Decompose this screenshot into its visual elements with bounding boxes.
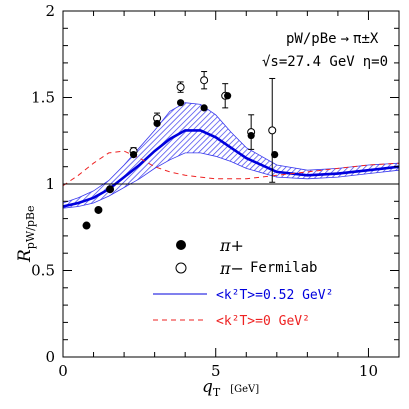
point-pi-plus [94,206,103,214]
point-pi-plus [129,150,138,159]
data-points [82,71,279,230]
curve-kt0 [63,150,399,187]
point-pi-plus [247,131,255,140]
process-annotation: pW/pBe → π±X √s=27.4 GeV η=0 [262,31,388,70]
x-tick-label: 5 [211,362,221,380]
y-tick-label: 1.5 [31,89,55,107]
legend: π+ π− Fermilab <k²T>=0.52 GeV² <k²T>=0 G… [153,236,333,329]
curve-kt052 [63,129,399,208]
point-pi-plus [271,150,279,159]
x-axis-label: qT [GeV] [202,377,259,399]
point-pi-minus [176,83,185,92]
legend-marker-pi-minus [175,262,187,274]
theory-curves [63,129,399,208]
x-tick-label: 10 [359,362,378,380]
y-axis-label: RpW/pBe [15,205,37,263]
legend-source: Fermilab [250,260,317,276]
legend-label-blue: <k²T>=0.52 GeV² [216,288,333,303]
svg-text:pW/pBe→π±X: pW/pBe → π±X [286,31,379,47]
point-pi-plus [82,221,91,230]
point-pi-plus [177,99,185,107]
y-tick-label: 0.5 [31,262,55,280]
y-tick-label: 1 [45,175,55,193]
point-pi-plus [224,92,232,100]
y-tick-label: 2 [45,2,55,20]
legend-label-pi-minus: π− [219,259,244,278]
point-pi-plus [106,185,114,193]
legend-marker-pi-plus [176,240,186,250]
band-area [63,102,399,209]
uncertainty-band [63,102,399,209]
point-pi-plus [153,119,161,128]
point-pi-minus [200,76,209,85]
point-pi-minus [268,126,277,135]
x-tick-label: 0 [58,362,68,380]
legend-label-pi-plus: π+ [219,236,244,255]
axis-ticks: 0 5 10 0 0.5 1 1.5 2 [31,2,400,380]
y-tick-label: 0 [45,348,55,366]
point-pi-plus [200,104,208,112]
legend-label-red: <k²T>=0 GeV² [216,314,310,329]
